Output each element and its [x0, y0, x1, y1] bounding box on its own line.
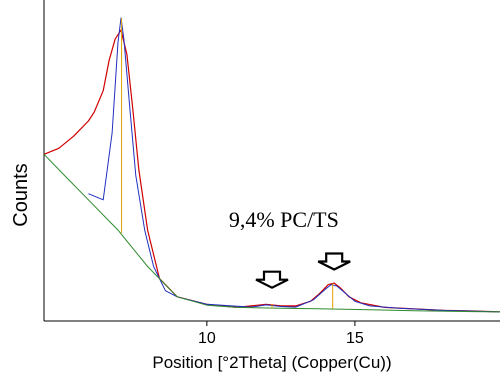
series-fit-line — [88, 17, 500, 313]
x-tick-label-15: 15 — [346, 330, 364, 347]
arrow-layer — [255, 252, 351, 289]
series-background-line — [43, 153, 500, 313]
x-axis-label: Position [°2Theta] (Copper(Cu)) — [152, 353, 391, 372]
peak-arrow-1-icon — [255, 270, 289, 289]
series-measured-line — [43, 29, 500, 313]
peak-arrow-2-icon — [317, 252, 351, 271]
x-tick-label-10: 10 — [198, 330, 216, 347]
x-tick-layer: 10 15 — [198, 321, 364, 347]
y-axis-label: Counts — [10, 163, 32, 226]
peak-marker-layer — [121, 18, 334, 309]
series-layer — [43, 17, 500, 313]
plot-area: 10 15 — [43, 0, 500, 347]
sample-annotation: 9,4% PC/TS — [229, 207, 339, 232]
